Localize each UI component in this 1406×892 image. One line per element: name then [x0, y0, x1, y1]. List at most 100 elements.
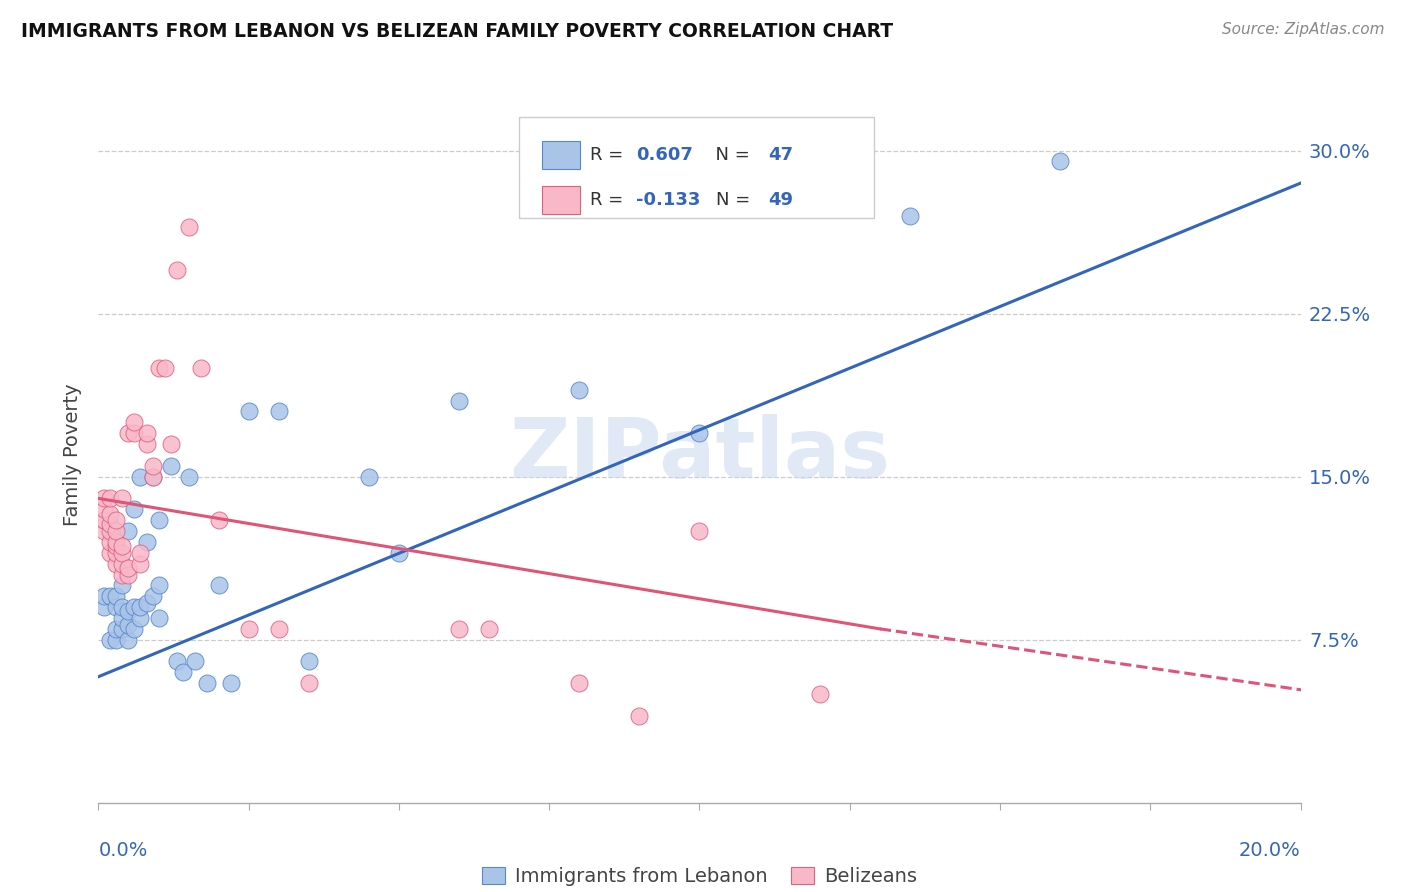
Point [166, 263, 188, 277]
Text: ZIPatlas: ZIPatlas [509, 415, 890, 495]
Point [105, 632, 128, 647]
Point [238, 622, 260, 636]
Point [93, 513, 115, 527]
Point [124, 415, 146, 429]
Point [808, 687, 831, 701]
Point [148, 611, 170, 625]
Point [388, 546, 411, 560]
Point [568, 383, 591, 397]
Point [117, 561, 139, 575]
Point [105, 622, 128, 636]
Point [117, 426, 139, 441]
Point [208, 578, 231, 592]
Point [100, 517, 122, 532]
FancyBboxPatch shape [541, 186, 581, 214]
Point [100, 535, 122, 549]
Text: 47: 47 [768, 146, 793, 164]
Point [628, 708, 651, 723]
Point [135, 426, 157, 441]
Point [93, 513, 115, 527]
Point [100, 632, 122, 647]
Point [478, 622, 501, 636]
Point [100, 491, 122, 506]
Point [117, 632, 139, 647]
Point [111, 611, 134, 625]
Point [238, 404, 260, 418]
Point [100, 507, 122, 521]
Point [159, 458, 181, 473]
Point [111, 546, 134, 560]
Point [105, 539, 128, 553]
Point [111, 491, 134, 506]
Text: 49: 49 [768, 191, 793, 210]
Point [267, 622, 290, 636]
FancyBboxPatch shape [541, 141, 581, 169]
Point [111, 578, 134, 592]
Point [1049, 154, 1071, 169]
Point [148, 578, 170, 592]
Point [105, 513, 128, 527]
Point [177, 219, 200, 234]
Point [267, 404, 290, 418]
Text: N =: N = [716, 191, 756, 210]
FancyBboxPatch shape [519, 118, 873, 219]
Text: -0.133: -0.133 [636, 191, 700, 210]
Point [159, 437, 181, 451]
Point [357, 469, 380, 483]
Point [111, 557, 134, 571]
Point [93, 589, 115, 603]
Point [447, 622, 470, 636]
Point [298, 655, 321, 669]
Point [124, 600, 146, 615]
Point [129, 611, 152, 625]
Point [447, 393, 470, 408]
Point [117, 605, 139, 619]
Point [124, 426, 146, 441]
Text: Source: ZipAtlas.com: Source: ZipAtlas.com [1222, 22, 1385, 37]
Point [117, 617, 139, 632]
Point [568, 676, 591, 690]
Point [172, 665, 194, 680]
Point [100, 546, 122, 560]
Point [111, 622, 134, 636]
Point [141, 589, 163, 603]
Point [105, 600, 128, 615]
Point [124, 502, 146, 516]
Text: 20.0%: 20.0% [1239, 841, 1301, 860]
Point [190, 360, 212, 375]
Point [111, 539, 134, 553]
Point [298, 676, 321, 690]
Point [105, 589, 128, 603]
Point [129, 546, 152, 560]
Point [100, 524, 122, 538]
Text: R =: R = [591, 191, 628, 210]
Text: IMMIGRANTS FROM LEBANON VS BELIZEAN FAMILY POVERTY CORRELATION CHART: IMMIGRANTS FROM LEBANON VS BELIZEAN FAMI… [21, 22, 893, 41]
Point [105, 535, 128, 549]
Point [195, 676, 218, 690]
Point [111, 567, 134, 582]
Point [124, 622, 146, 636]
Point [148, 513, 170, 527]
Point [208, 513, 231, 527]
Point [129, 557, 152, 571]
Point [898, 209, 921, 223]
Point [148, 360, 170, 375]
Point [129, 469, 152, 483]
Text: N =: N = [704, 146, 756, 164]
Point [141, 469, 163, 483]
Point [105, 557, 128, 571]
Point [129, 600, 152, 615]
Text: R =: R = [591, 146, 628, 164]
Point [141, 469, 163, 483]
Point [117, 524, 139, 538]
Point [93, 502, 115, 516]
Point [117, 567, 139, 582]
Text: 0.0%: 0.0% [98, 841, 148, 860]
Point [135, 596, 157, 610]
Point [219, 676, 242, 690]
Point [93, 600, 115, 615]
Point [177, 469, 200, 483]
Point [105, 546, 128, 560]
Point [153, 360, 176, 375]
Point [166, 655, 188, 669]
